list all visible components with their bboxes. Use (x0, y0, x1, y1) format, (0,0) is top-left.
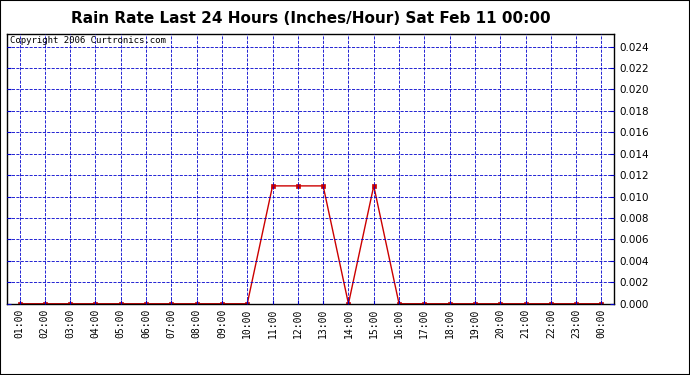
Text: Copyright 2006 Curtronics.com: Copyright 2006 Curtronics.com (10, 36, 166, 45)
Text: Rain Rate Last 24 Hours (Inches/Hour) Sat Feb 11 00:00: Rain Rate Last 24 Hours (Inches/Hour) Sa… (70, 11, 551, 26)
